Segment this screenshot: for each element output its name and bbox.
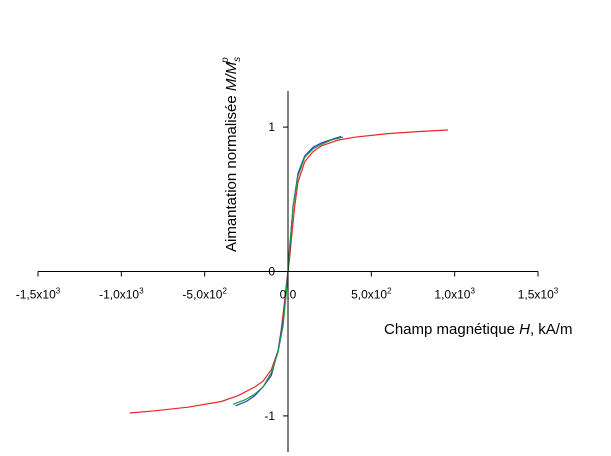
- y-tick-label: 1: [268, 120, 275, 134]
- x-tick-label: -5,0x102: [182, 287, 227, 302]
- y-axis-title: Aimantation normalisée M/Msp: [220, 57, 243, 252]
- x-tick-label: 1,5x103: [518, 287, 559, 302]
- y-axis-title-slash: /: [223, 73, 240, 80]
- y-ticks: 1 0 -1: [264, 120, 288, 423]
- y-tick-label: 0: [268, 265, 275, 279]
- x-tick-label: 1,0x103: [434, 287, 475, 302]
- x-axis-title-unit: , kA/m: [530, 321, 573, 338]
- y-axis-title-symbol-m: M: [223, 78, 240, 91]
- y-axis-title-superscript: p: [220, 57, 231, 64]
- x-tick-label: 0,0: [280, 288, 297, 302]
- x-tick-label: 5,0x102: [351, 287, 392, 302]
- y-tick-label: -1: [264, 409, 275, 423]
- x-axis-title-text: Champ magnétique: [384, 321, 519, 338]
- y-axis-title-symbol-m2: M: [223, 61, 240, 74]
- x-axis-title-symbol: H: [519, 321, 530, 338]
- y-axis-title-text: Aimantation normalisée: [223, 91, 240, 252]
- x-tick-label: -1,5x103: [16, 287, 61, 302]
- x-axis-title: Champ magnétique H, kA/m: [384, 321, 572, 338]
- x-ticks: -1,5x103 -1,0x103 -5,0x102 0,0 5,0x102 1,0x10…: [16, 271, 559, 302]
- y-axis-title-subscript: s: [232, 57, 243, 62]
- x-tick-label: -1,0x103: [99, 287, 144, 302]
